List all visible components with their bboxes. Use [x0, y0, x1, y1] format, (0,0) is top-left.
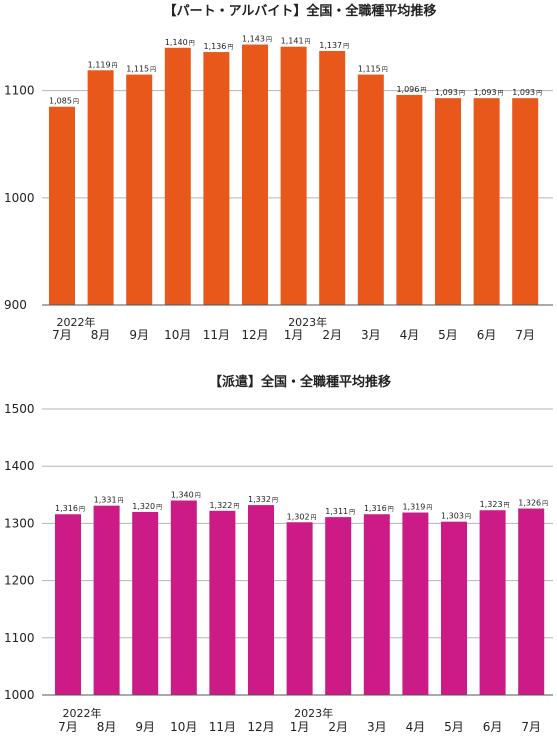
part-time-bar — [126, 74, 153, 305]
dispatch-bar — [518, 508, 545, 695]
dispatch-y-tick-label: 1400 — [4, 459, 35, 473]
dispatch-year-label: 2022年 — [63, 706, 102, 720]
part-time-year-label: 2022年 — [57, 315, 96, 329]
dispatch-bar — [170, 500, 197, 695]
part-time-x-tick-label: 1月 — [284, 328, 304, 342]
dispatch-data-label: 1,319円 — [402, 503, 432, 512]
part-time-data-label: 1,093円 — [474, 88, 504, 97]
dispatch-chart-title: 【派遣】全国・全職種平均推移 — [209, 374, 391, 390]
part-time-bar — [280, 46, 307, 306]
part-time-chart-title: 【パート・アルバイト】全国・全職種平均推移 — [164, 3, 437, 19]
dispatch-bar — [325, 517, 352, 695]
dispatch-data-label: 1,332円 — [248, 495, 278, 504]
part-time-bar — [242, 44, 268, 305]
dispatch-data-label: 1,316円 — [55, 504, 85, 513]
dispatch-data-label: 1,331円 — [94, 496, 124, 505]
dispatch-x-tick-label: 9月 — [135, 720, 155, 734]
dispatch-bar — [479, 510, 506, 695]
dispatch-bar — [93, 505, 120, 695]
dispatch-x-tick-label: 2月 — [328, 720, 348, 734]
part-time-bar — [49, 106, 75, 306]
part-time-year-label: 2023年 — [288, 315, 327, 329]
part-time-x-tick-label: 9月 — [129, 328, 149, 342]
dispatch-x-tick-label: 6月 — [483, 720, 503, 734]
part-time-bar — [512, 98, 539, 305]
part-time-data-label: 1,093円 — [512, 88, 542, 97]
part-time-x-tick-label: 4月 — [400, 328, 420, 342]
part-time-data-label: 1,085円 — [49, 97, 79, 106]
part-time-x-tick-label: 11月 — [203, 328, 230, 342]
dispatch-x-tick-label: 10月 — [170, 720, 197, 734]
part-time-bar — [87, 70, 114, 305]
dispatch-chart: 【派遣】全国・全職種平均推移 1000 1100 1200 1300 1400 1500 1… — [4, 374, 553, 734]
dispatch-bar — [402, 512, 429, 695]
part-time-y-tick-label: 1100 — [4, 84, 35, 98]
dispatch-data-label: 1,323円 — [480, 500, 510, 509]
part-time-chart: 【パート・アルバイト】全国・全職種平均推移 900 1000 1100 1,085円 7… — [4, 3, 553, 342]
part-time-x-tick-label: 7月 — [515, 328, 535, 342]
dispatch-data-label: 1,302円 — [287, 512, 317, 521]
dispatch-y-tick-label: 1500 — [4, 402, 35, 416]
part-time-bar — [164, 47, 191, 305]
dispatch-data-label: 1,326円 — [518, 499, 548, 508]
dispatch-x-tick-label: 7月 — [58, 720, 78, 734]
part-time-data-label: 1,096円 — [396, 85, 426, 94]
dispatch-year-label: 2023年 — [294, 706, 333, 720]
part-time-x-tick-label: 10月 — [164, 328, 191, 342]
part-time-bar — [203, 52, 230, 305]
dispatch-bar — [209, 510, 236, 695]
dispatch-data-label: 1,340円 — [171, 491, 201, 500]
dispatch-data-label: 1,311円 — [325, 507, 355, 516]
part-time-data-label: 1,136円 — [203, 42, 233, 51]
dispatch-bar — [55, 514, 81, 695]
part-time-y-tick-label: 900 — [4, 298, 27, 312]
part-time-x-tick-label: 5月 — [438, 328, 458, 342]
part-time-x-tick-label: 2月 — [322, 328, 342, 342]
part-time-bar — [357, 74, 384, 305]
part-time-x-tick-label: 12月 — [241, 328, 268, 342]
dispatch-x-tick-label: 5月 — [444, 720, 464, 734]
dispatch-data-label: 1,320円 — [132, 502, 162, 511]
dispatch-bar — [132, 511, 159, 695]
dispatch-x-tick-label: 1月 — [290, 720, 310, 734]
dispatch-bar — [286, 522, 313, 695]
part-time-bar — [473, 98, 500, 305]
part-time-bar — [396, 94, 423, 306]
dispatch-y-tick-label: 1200 — [4, 574, 35, 588]
part-time-x-tick-label: 8月 — [91, 328, 111, 342]
part-time-data-label: 1,119円 — [88, 60, 118, 69]
part-time-data-label: 1,140円 — [165, 38, 195, 47]
part-time-bar — [319, 51, 346, 305]
dispatch-x-tick-label: 11月 — [209, 720, 236, 734]
part-time-data-label: 1,093円 — [435, 88, 465, 97]
dispatch-bar — [441, 521, 467, 695]
part-time-bar — [435, 98, 461, 305]
part-time-data-label: 1,115円 — [126, 65, 156, 74]
dispatch-x-tick-label: 4月 — [406, 720, 426, 734]
part-time-x-tick-label: 3月 — [361, 328, 381, 342]
part-time-data-label: 1,141円 — [281, 37, 311, 46]
dispatch-data-label: 1,322円 — [209, 501, 239, 510]
part-time-data-label: 1,115円 — [358, 65, 388, 74]
part-time-data-label: 1,137円 — [319, 41, 349, 50]
dispatch-bar — [363, 514, 390, 695]
dispatch-bar — [248, 505, 274, 695]
dispatch-x-tick-label: 3月 — [367, 720, 387, 734]
part-time-x-tick-label: 6月 — [477, 328, 497, 342]
dispatch-data-label: 1,316円 — [364, 504, 394, 513]
dispatch-x-tick-label: 8月 — [97, 720, 117, 734]
dispatch-x-tick-label: 7月 — [521, 720, 541, 734]
dispatch-data-label: 1,303円 — [441, 512, 471, 521]
part-time-x-tick-label: 7月 — [52, 328, 72, 342]
part-time-data-label: 1,143円 — [242, 35, 272, 44]
dispatch-x-tick-label: 12月 — [247, 720, 274, 734]
dispatch-y-tick-label: 1300 — [4, 516, 35, 530]
dispatch-y-tick-label: 1100 — [4, 631, 35, 645]
dispatch-y-tick-label: 1000 — [4, 688, 35, 702]
part-time-y-tick-label: 1000 — [4, 191, 35, 205]
